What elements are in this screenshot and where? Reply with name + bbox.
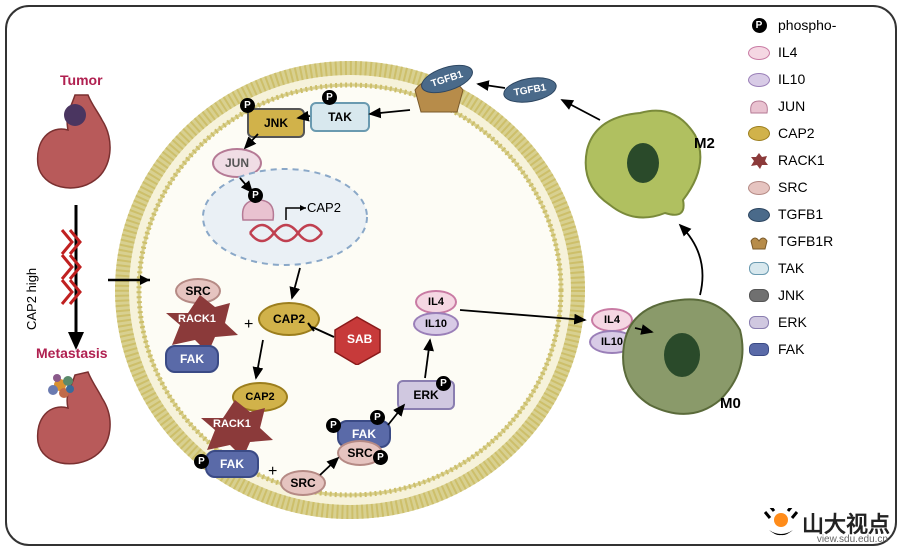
m2-cell — [575, 105, 710, 230]
legend-label: RACK1 — [778, 147, 825, 174]
tak-box: TAK — [310, 102, 370, 132]
lbl: TGFB1 — [430, 69, 465, 90]
legend-label: IL4 — [778, 39, 797, 66]
legend-fak: FAK — [748, 336, 888, 363]
il4-in: IL4 — [415, 290, 457, 314]
p-src3: P — [373, 450, 388, 465]
lbl: SRC — [347, 446, 372, 460]
stomach-tumor — [20, 80, 130, 200]
jnk-box: JNK — [247, 108, 305, 138]
lbl: FAK — [180, 352, 204, 366]
lbl: P — [440, 378, 447, 389]
rack1-2-label: RACK1 — [213, 418, 251, 430]
legend-il10: IL10 — [748, 66, 888, 93]
lbl: JNK — [264, 116, 288, 130]
lbl: IL10 — [425, 318, 447, 330]
lbl: FAK — [220, 457, 244, 471]
legend-il4: IL4 — [748, 39, 888, 66]
legend-label: CAP2 — [778, 120, 815, 147]
p-jnk: P — [240, 98, 255, 113]
cap2-gene-label: CAP2 — [307, 200, 341, 215]
legend-label: SRC — [778, 174, 808, 201]
legend-tgfb1r: TGFB1R — [748, 228, 888, 255]
lbl: P — [326, 92, 333, 103]
p-erk: P — [436, 376, 451, 391]
m2-label: M2 — [694, 135, 715, 152]
plus1: + — [244, 316, 253, 334]
lbl: P — [244, 100, 251, 111]
p-fak3a: P — [326, 418, 341, 433]
lbl: ERK — [413, 388, 438, 402]
rack1-1-label: RACK1 — [178, 313, 216, 325]
lbl: P — [330, 420, 337, 431]
legend-label: TGFB1R — [778, 228, 833, 255]
legend-label: FAK — [778, 336, 804, 363]
p-fak2: P — [194, 454, 209, 469]
legend-rack1: RACK1 — [748, 147, 888, 174]
lbl: CAP2 — [273, 312, 305, 326]
lbl: SRC — [290, 476, 315, 490]
lbl: P — [377, 452, 384, 463]
lbl: P — [374, 412, 381, 423]
lbl: P — [252, 190, 259, 201]
lbl: P — [198, 456, 205, 467]
tumor-label: Tumor — [60, 72, 103, 88]
legend-jun: JUN — [748, 93, 888, 120]
legend-label: IL10 — [778, 66, 805, 93]
legend-src: SRC — [748, 174, 888, 201]
cap2-high-label: CAP2 high — [24, 268, 39, 330]
legend-jnk: JNK — [748, 282, 888, 309]
legend-phospho: Pphospho- — [748, 12, 888, 39]
lbl: TGFB1 — [513, 82, 547, 99]
il10-in: IL10 — [413, 312, 459, 336]
watermark-url: view.sdu.edu.cn — [817, 534, 888, 545]
legend-tak: TAK — [748, 255, 888, 282]
p-tak: P — [322, 90, 337, 105]
p-fak3b: P — [370, 410, 385, 425]
lbl: IL4 — [428, 296, 444, 308]
nucleus — [200, 165, 375, 270]
fak2: FAK — [205, 450, 259, 478]
legend: Pphospho- IL4 IL10 JUN CAP2 RACK1 SRC TG… — [748, 12, 888, 363]
legend-tgfb1: TGFB1 — [748, 201, 888, 228]
lbl: TAK — [328, 110, 352, 124]
legend-label: JUN — [778, 93, 805, 120]
p-jun: P — [248, 188, 263, 203]
src2: SRC — [280, 470, 326, 496]
plus2: + — [268, 463, 277, 481]
legend-cap2: CAP2 — [748, 120, 888, 147]
watermark-icon — [764, 508, 798, 538]
m0-label: M0 — [720, 395, 741, 412]
p-icon-text: P — [756, 16, 763, 35]
cap2-high-arrow — [32, 200, 92, 355]
legend-label: phospho- — [778, 12, 836, 39]
legend-label: ERK — [778, 309, 807, 336]
lbl: FAK — [352, 427, 376, 441]
legend-label: TAK — [778, 255, 804, 282]
legend-erk: ERK — [748, 309, 888, 336]
fak1: FAK — [165, 345, 219, 373]
legend-label: TGFB1 — [778, 201, 823, 228]
legend-label: JNK — [778, 282, 804, 309]
